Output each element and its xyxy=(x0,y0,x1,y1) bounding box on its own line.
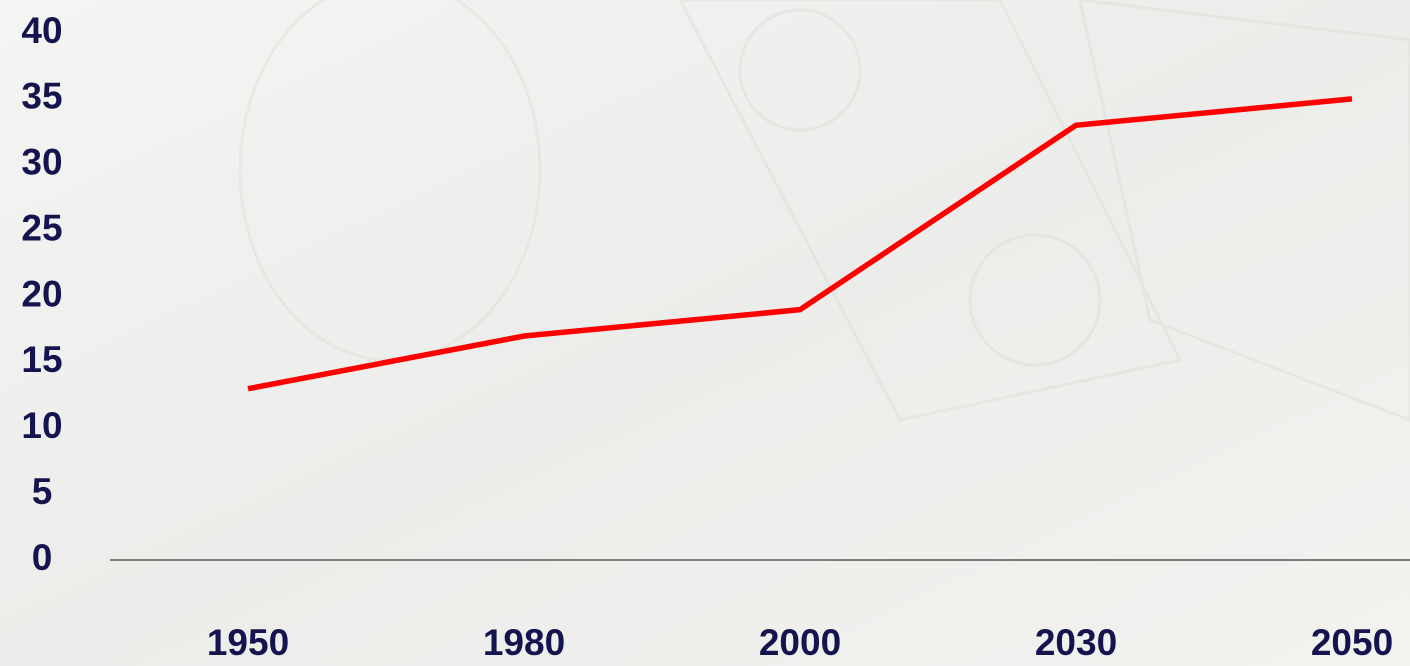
y-tick-label: 40 xyxy=(21,10,62,51)
y-tick-label: 15 xyxy=(21,339,62,380)
chart: 0 5 10 15 20 25 30 35 40 1950 1980 2000 2030 2050 xyxy=(0,0,1410,666)
y-tick-label: 20 xyxy=(21,273,62,314)
page: 051015202530354019501980200020302050 (()… xyxy=(0,0,1410,666)
x-tick-label: 2030 xyxy=(1035,622,1117,663)
y-tick-label: 10 xyxy=(21,405,62,446)
x-tick-label: 2050 xyxy=(1311,622,1393,663)
x-tick-label: 1980 xyxy=(483,622,565,663)
y-tick-label: 35 xyxy=(21,76,62,117)
y-tick-label: 0 xyxy=(32,537,53,578)
x-tick-label: 1950 xyxy=(207,622,289,663)
y-tick-label: 25 xyxy=(21,207,62,248)
background xyxy=(0,0,1410,666)
x-tick-label: 2000 xyxy=(759,622,841,663)
y-tick-label: 30 xyxy=(21,142,62,183)
y-tick-label: 5 xyxy=(32,471,53,512)
